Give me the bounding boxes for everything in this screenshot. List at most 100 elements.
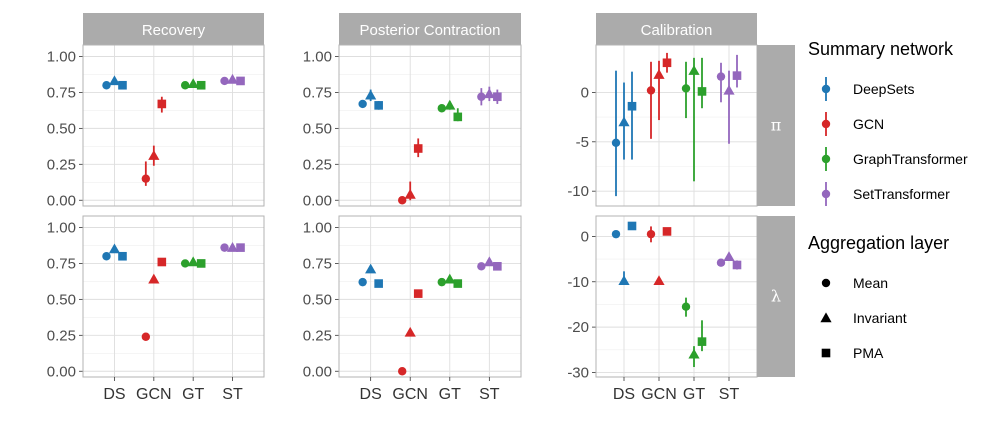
point-ds-mean <box>102 252 111 261</box>
strip-calibration <box>596 13 757 45</box>
point-gcn-invariant <box>148 273 160 284</box>
point-st-mean <box>220 243 229 252</box>
point-gcn-pma <box>157 257 167 267</box>
point-st-pma <box>493 92 502 102</box>
y-tick-label: 0.50 <box>303 120 332 137</box>
strip-recovery <box>83 13 264 45</box>
row-strip-label-lambda: λ <box>771 287 781 306</box>
panel-background <box>596 216 757 377</box>
panel-calibration-pi: 0 -5 -10 π <box>567 44 795 207</box>
point-gt-invariant <box>688 348 700 359</box>
panel-posterior-contraction-lambda: 0.00 0.25 0.50 0.75 1.00 DS GCN GT ST <box>303 215 522 403</box>
legend-item-deepsets: DeepSets <box>821 77 914 101</box>
point-st-mean <box>716 72 726 81</box>
legend-key-point <box>821 84 831 94</box>
point-gt-mean <box>437 104 446 113</box>
point-ds-invariant <box>365 89 377 100</box>
point-st-invariant <box>483 256 495 267</box>
point-st-mean <box>220 76 229 86</box>
point-st-pma <box>236 243 245 252</box>
strip-label-recovery: Recovery <box>142 22 206 39</box>
legend-key-triangle <box>820 312 832 323</box>
y-tick-label: 1.00 <box>47 49 76 66</box>
legend-title-summary-network: Summary network <box>808 39 954 59</box>
y-tick-label: 0.75 <box>47 255 76 272</box>
x-tick-label-st: ST <box>222 386 243 403</box>
y-tick-label: 0.25 <box>47 156 76 173</box>
legend-key-point <box>821 189 831 199</box>
point-ds-pma <box>374 101 383 110</box>
row-strip-pi <box>757 45 795 206</box>
strip-label-posterior-contraction: Posterior Contraction <box>360 22 501 39</box>
x-tick-label-ds: DS <box>360 386 382 403</box>
point-gcn-mean <box>398 196 407 205</box>
legend-label-settransformer: SetTransformer <box>853 186 950 202</box>
point-ds-pma <box>118 251 127 261</box>
point-gcn-invariant <box>653 69 665 79</box>
y-tick-label: -5 <box>576 134 589 151</box>
point-gcn-pma <box>413 144 423 153</box>
point-gt-mean <box>180 81 190 90</box>
y-tick-label: 0.25 <box>303 156 332 173</box>
point-gcn-mean <box>141 332 151 341</box>
x-tick-label-gcn: GCN <box>641 386 677 403</box>
legend-item-gcn: GCN <box>821 112 884 136</box>
point-ds-mean <box>358 99 367 109</box>
panel-posterior-contraction-pi: 0.00 0.25 0.50 0.75 1.00 <box>303 44 522 209</box>
legend-label-pma: PMA <box>853 345 884 361</box>
panels-layer: Recovery 0.00 0.25 0.50 0.75 1.00 0.00 0.25 0.50… <box>47 13 795 403</box>
y-tick-label: 0.50 <box>303 291 332 308</box>
y-tick-label: -20 <box>567 319 589 336</box>
point-gt-invariant <box>444 99 456 110</box>
x-tick-label-gcn: GCN <box>392 386 428 403</box>
point-gcn-invariant <box>653 275 665 286</box>
point-st-pma <box>732 71 742 80</box>
point-ds-invariant <box>618 275 630 286</box>
x-tick-label-st: ST <box>479 386 500 403</box>
x-tick-label-gt: GT <box>683 386 705 403</box>
panel-column-calibration: Calibration 0 -5 -10 π 0 -10 -20 -30 DS GCN GT ST λ <box>567 13 795 403</box>
point-ds-pma <box>118 80 127 90</box>
y-tick-label: 1.00 <box>303 49 332 66</box>
panel-background <box>83 45 264 206</box>
legend-label-graphtransformer: GraphTransformer <box>853 151 968 167</box>
point-gt-pma <box>697 87 707 96</box>
point-st-pma <box>732 260 742 270</box>
panel-border <box>82 44 265 207</box>
point-ds-invariant <box>365 263 377 274</box>
legend-item-settransformer: SetTransformer <box>821 182 950 206</box>
point-ds-pma <box>374 279 383 288</box>
y-tick-label: 1.00 <box>303 220 332 237</box>
panel-recovery-lambda: 0.00 0.25 0.50 0.75 1.00 DS GCN GT ST <box>47 215 265 403</box>
panel-column-recovery: Recovery 0.00 0.25 0.50 0.75 1.00 0.00 0.25 0.50… <box>47 13 265 403</box>
legend-title-aggregation-layer: Aggregation layer <box>808 233 949 253</box>
point-st-invariant <box>226 242 239 252</box>
point-ds-mean <box>102 81 111 90</box>
point-ds-mean <box>358 277 367 287</box>
y-tick-label: 0.75 <box>47 84 76 101</box>
x-tick-label-ds: DS <box>613 386 635 403</box>
y-tick-label: -10 <box>567 183 589 200</box>
point-gt-pma <box>453 112 463 122</box>
point-gt-mean <box>681 302 691 311</box>
point-gt-mean <box>681 84 691 93</box>
point-st-pma <box>236 76 245 86</box>
legend-label-deepsets: DeepSets <box>853 81 914 97</box>
legend-item-graphtransformer: GraphTransformer <box>821 147 968 171</box>
point-gt-pma <box>453 279 463 288</box>
point-gcn-invariant <box>404 188 416 199</box>
point-st-mean <box>477 262 486 271</box>
point-gcn-pma <box>157 99 167 109</box>
point-ds-mean <box>611 138 621 147</box>
point-gt-invariant <box>444 273 456 284</box>
point-gt-invariant <box>187 78 199 89</box>
legend-key-circle <box>821 278 831 288</box>
panel-border <box>338 44 522 207</box>
point-gt-mean <box>180 259 190 268</box>
point-gcn-invariant <box>148 150 160 160</box>
legend-label-gcn: GCN <box>853 116 884 132</box>
y-tick-label: 0.25 <box>303 327 332 344</box>
x-tick-label-gt: GT <box>439 386 461 403</box>
x-tick-label-st: ST <box>719 386 740 403</box>
y-tick-label: 0 <box>581 228 589 245</box>
